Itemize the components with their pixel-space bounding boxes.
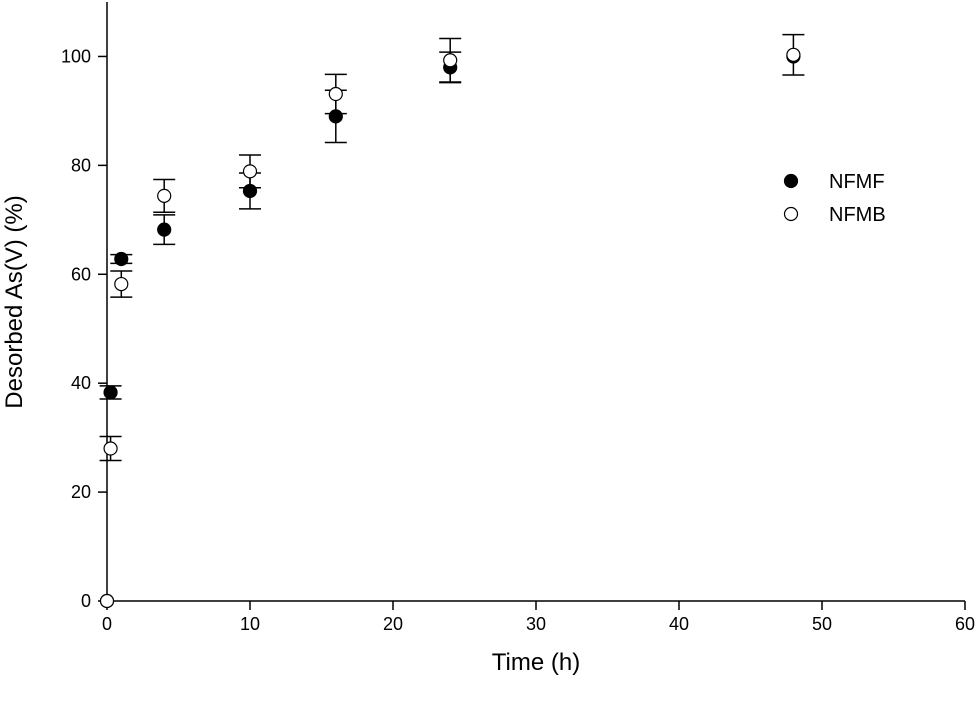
nfmb-point	[99, 593, 115, 609]
x-tick-label: 40	[669, 614, 689, 634]
x-axis-label: Time (h)	[492, 649, 580, 676]
y-axis-label: Desorbed As(V) (%)	[1, 195, 28, 408]
nfmf-point	[157, 222, 172, 237]
x-tick-label: 60	[955, 614, 975, 634]
nfmf-point	[103, 385, 118, 400]
nfmf-point	[114, 251, 129, 267]
nfmb-point	[328, 86, 343, 102]
legend: NFMF NFMB	[783, 171, 886, 226]
axes: 0 10 20 30 40 50 60 0 20 40 60 80 100	[61, 2, 975, 634]
x-tick-label: 50	[812, 614, 832, 634]
x-tick-label: 30	[526, 614, 546, 634]
nfmf-point	[242, 183, 258, 199]
nfmb-point	[786, 47, 801, 62]
legend-marker	[783, 173, 799, 189]
nfmb-point	[114, 276, 129, 292]
nfmb-point	[103, 441, 118, 456]
y-tick-label: 60	[71, 264, 91, 284]
legend-label: NFMF	[829, 171, 885, 193]
legend-marker	[783, 206, 799, 222]
error-bars	[99, 33, 805, 462]
x-tick-label: 0	[102, 614, 112, 634]
y-tick-label: 0	[81, 591, 91, 611]
data-markers	[99, 47, 801, 609]
y-tick-label: 100	[61, 46, 91, 66]
legend-label: NFMB	[829, 204, 886, 226]
y-tick-label: 40	[71, 373, 91, 393]
x-tick-label: 10	[240, 614, 260, 634]
nfmf-point	[328, 109, 343, 124]
y-tick-label: 20	[71, 482, 91, 502]
nfmb-point	[443, 53, 458, 68]
nfmb-point	[157, 188, 172, 203]
x-tick-label: 20	[383, 614, 403, 634]
nfmb-point	[242, 164, 258, 179]
y-tick-label: 80	[71, 155, 91, 175]
